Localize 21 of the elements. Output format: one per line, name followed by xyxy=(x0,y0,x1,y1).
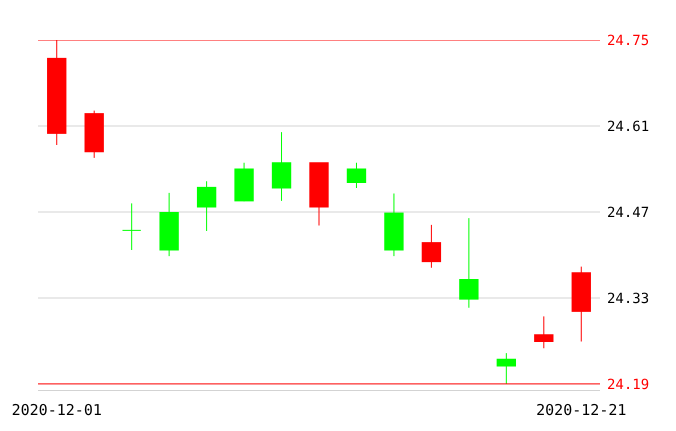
y-tick-label: 24.19 xyxy=(607,376,650,393)
candlestick xyxy=(196,180,216,232)
y-tick-label: 24.61 xyxy=(607,118,650,135)
candlestick xyxy=(122,202,142,250)
candlestick xyxy=(234,162,254,202)
candlestick xyxy=(384,193,404,257)
candlestick xyxy=(84,110,104,158)
candlestick xyxy=(534,316,554,349)
x-tick-label: 2020-12-21 xyxy=(536,401,626,419)
candlestick xyxy=(346,162,366,188)
candlestick xyxy=(309,162,329,226)
y-tick-label: 24.47 xyxy=(607,204,650,221)
candlestick xyxy=(272,132,292,202)
candlestick xyxy=(572,266,591,342)
y-tick-label: 24.33 xyxy=(607,290,650,307)
candlestick xyxy=(422,224,442,268)
x-tick-label: 2020-12-01 xyxy=(12,401,102,419)
candlestick xyxy=(159,192,179,257)
y-tick-label: 24.75 xyxy=(607,32,650,49)
candlestick xyxy=(496,352,516,384)
candlestick xyxy=(459,218,479,308)
